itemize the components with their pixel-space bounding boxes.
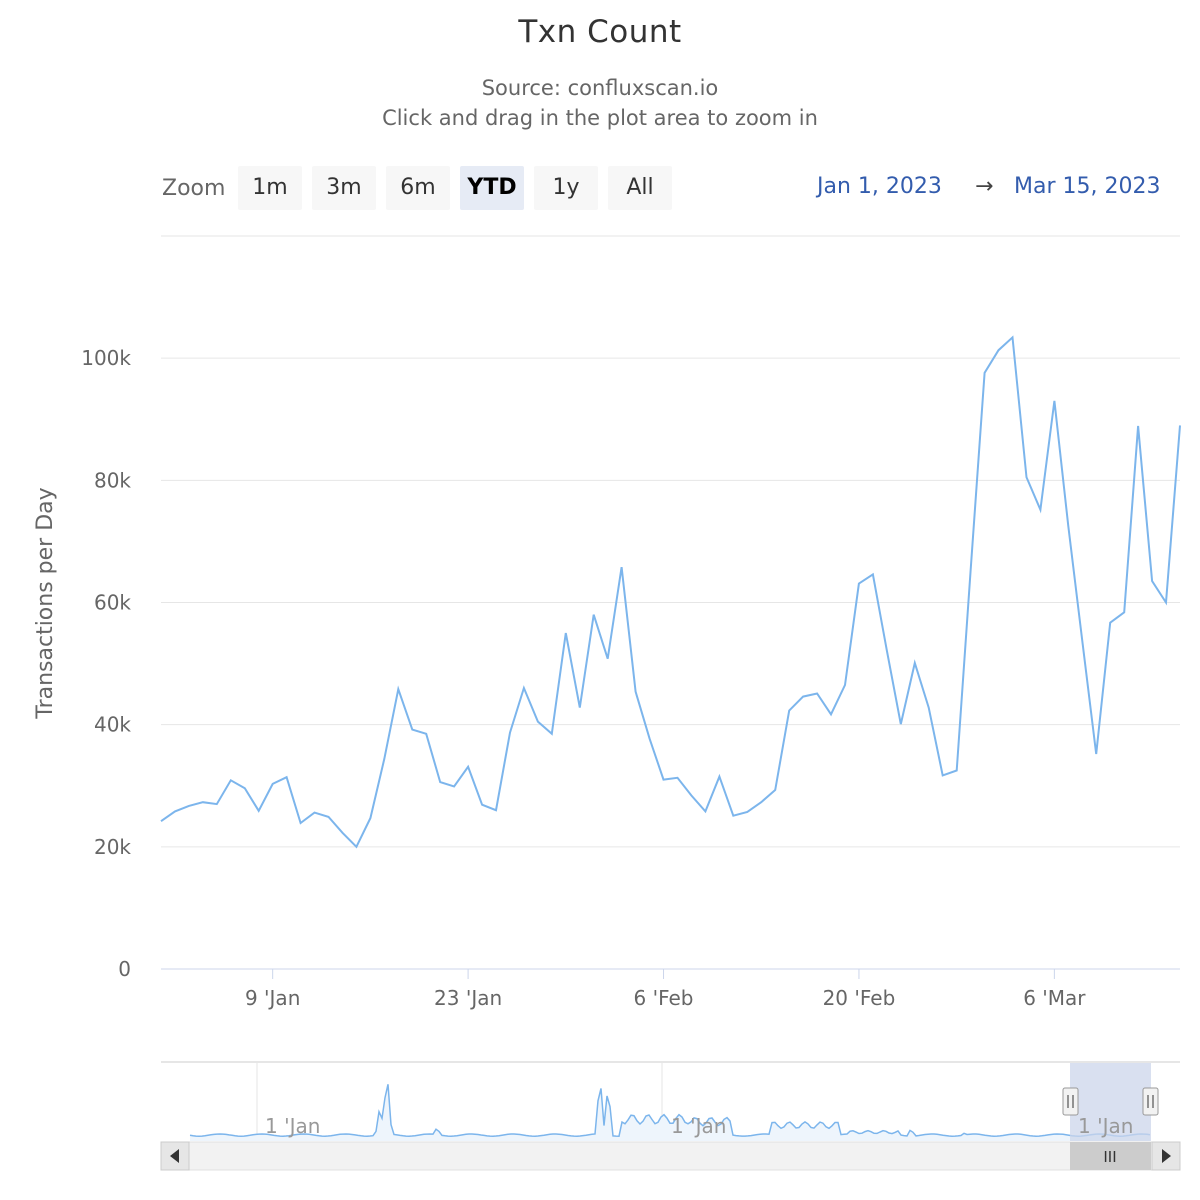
zoom-button-6m[interactable]: 6m [386,166,450,210]
navigator-right-handle[interactable] [1142,1087,1159,1116]
y-tick-label: 80k [94,468,131,492]
zoom-button-1m[interactable]: 1m [238,166,302,210]
zoom-button-all[interactable]: All [608,166,672,210]
scrollbar-thumb[interactable] [1070,1142,1151,1170]
series-line [160,335,1181,849]
navigator-label: 1 'Jan [1078,1114,1133,1138]
zoom-button-ytd[interactable]: YTD [460,166,524,210]
y-tick-label: 60k [94,591,131,615]
arrow-right-icon [1162,1149,1171,1163]
scrollbar-grip-icon: III [1103,1148,1116,1166]
x-tick-label: 23 'Jan [434,986,502,1010]
scrollbar[interactable]: III [160,1141,1181,1171]
navigator-label: 1 'Jan [671,1114,726,1138]
y-tick-label: 20k [94,835,131,859]
x-tick-label: 6 'Mar [1023,986,1086,1010]
x-tick-label: 9 'Jan [245,986,300,1010]
arrow-left-icon [170,1149,179,1163]
zoom-label: Zoom [162,176,226,201]
navigator-selection-mask[interactable] [1070,1063,1151,1141]
y-axis-label: Transactions per Day [33,487,58,719]
y-tick-label: 0 [118,957,131,981]
zoom-button-1y[interactable]: 1y [534,166,598,210]
navigator-left-handle[interactable] [1062,1087,1079,1116]
navigator-label: 1 'Jan [265,1114,320,1138]
chart-subtitle-hint: Click and drag in the plot area to zoom … [382,106,818,130]
navigator-series-area [190,1084,1150,1141]
x-tick-label: 20 'Feb [823,986,896,1010]
scrollbar-right-button[interactable] [1151,1141,1181,1171]
navigator-series-line [189,1084,1151,1137]
range-from-date[interactable]: Jan 1, 2023 [817,174,942,199]
scrollbar-track[interactable] [160,1141,1181,1171]
range-arrow: → [975,174,994,199]
y-tick-label: 40k [94,713,131,737]
zoom-button-3m[interactable]: 3m [312,166,376,210]
chart-title: Txn Count [518,14,682,50]
x-tick-label: 6 'Feb [634,986,694,1010]
y-tick-label: 100k [81,346,131,370]
scrollbar-left-button[interactable] [160,1141,190,1171]
chart-subtitle-source: Source: confluxscan.io [481,76,719,100]
range-to-date[interactable]: Mar 15, 2023 [1014,174,1161,199]
navigator[interactable]: 1 'Jan 1 'Jan 1 'Jan [161,1061,1180,1141]
